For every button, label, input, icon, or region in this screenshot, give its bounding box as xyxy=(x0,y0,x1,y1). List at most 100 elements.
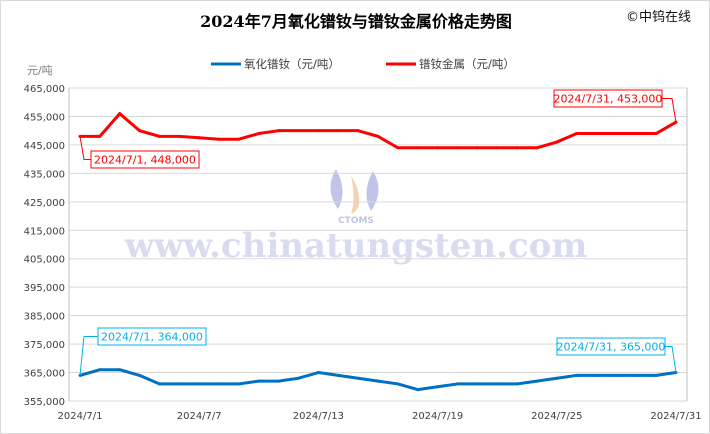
legend-label-oxide: 氧化镨钕（元/吨） xyxy=(244,57,340,71)
data-point xyxy=(277,129,281,133)
data-point xyxy=(336,129,340,133)
annotation-label: 2024/7/31, 453,000 xyxy=(554,93,663,106)
annotation-box xyxy=(553,89,663,108)
data-point xyxy=(138,129,142,133)
annotation-box xyxy=(97,327,207,346)
x-tick-label: 2024/7/25 xyxy=(531,411,582,422)
y-tick-label: 365,000 xyxy=(24,369,65,380)
data-point xyxy=(614,373,618,377)
data-point xyxy=(376,379,380,383)
copyright-text: ©中钨在线 xyxy=(626,9,691,25)
data-point xyxy=(495,382,499,386)
data-point xyxy=(177,382,181,386)
data-point xyxy=(475,146,479,150)
data-point xyxy=(157,382,161,386)
data-point xyxy=(118,368,122,372)
y-tick-label: 435,000 xyxy=(24,169,65,180)
y-tick-label: 425,000 xyxy=(24,198,65,209)
y-tick-label: 465,000 xyxy=(24,84,65,95)
data-point xyxy=(575,373,579,377)
data-point xyxy=(277,379,281,383)
data-point xyxy=(98,134,102,138)
annotation-label: 2024/7/1, 448,000 xyxy=(94,154,196,167)
data-point xyxy=(595,373,599,377)
data-point xyxy=(356,129,360,133)
y-tick-label: 455,000 xyxy=(24,112,65,123)
legend: 氧化镨钕（元/吨） 镨钕金属（元/吨） xyxy=(211,57,515,71)
series-line-1 xyxy=(80,112,677,150)
data-point xyxy=(495,146,499,150)
data-point xyxy=(157,134,161,138)
data-point xyxy=(555,376,559,380)
watermark: CTOMS www.chinatungsten.com xyxy=(124,169,588,266)
data-point xyxy=(515,382,519,386)
annotation-leader xyxy=(662,98,677,123)
data-point xyxy=(376,134,380,138)
legend-label-metal: 镨钕金属（元/吨） xyxy=(419,57,515,71)
data-point xyxy=(356,376,360,380)
data-point xyxy=(237,382,241,386)
y-tick-label: 395,000 xyxy=(24,283,65,294)
data-point xyxy=(177,134,181,138)
data-point xyxy=(316,129,320,133)
data-point xyxy=(634,132,638,136)
data-point xyxy=(197,136,201,140)
data-point xyxy=(455,382,459,386)
data-point xyxy=(535,379,539,383)
annotation-label: 2024/7/31, 365,000 xyxy=(557,341,666,354)
data-point xyxy=(316,371,320,375)
data-point xyxy=(515,146,519,150)
data-point xyxy=(535,146,539,150)
data-point xyxy=(416,388,420,392)
data-point xyxy=(336,373,340,377)
y-tick-label: 385,000 xyxy=(24,312,65,323)
annotation-leader xyxy=(79,136,91,160)
data-point xyxy=(197,382,201,386)
data-point xyxy=(416,146,420,150)
data-point xyxy=(595,132,599,136)
y-tick-label: 355,000 xyxy=(24,397,65,408)
data-point xyxy=(217,382,221,386)
data-point xyxy=(237,137,241,141)
data-point xyxy=(475,382,479,386)
data-point xyxy=(396,146,400,150)
data-point xyxy=(455,146,459,150)
data-point xyxy=(297,129,301,133)
y-tick-label: 375,000 xyxy=(24,340,65,351)
data-point xyxy=(634,373,638,377)
x-tick-label: 2024/7/13 xyxy=(293,411,344,422)
y-axis-unit: 元/吨 xyxy=(27,64,53,77)
annotation-leader xyxy=(79,336,98,376)
watermark-text: www.chinatungsten.com xyxy=(124,226,588,266)
data-point xyxy=(654,373,658,377)
data-point xyxy=(257,379,261,383)
data-point xyxy=(217,137,221,141)
data-point xyxy=(436,146,440,150)
y-tick-label: 405,000 xyxy=(24,255,65,266)
data-point xyxy=(138,373,142,377)
annotation-label: 2024/7/1, 364,000 xyxy=(101,331,203,344)
data-point xyxy=(555,140,559,144)
x-tick-label: 2024/7/31 xyxy=(650,411,701,422)
x-tick-label: 2024/7/7 xyxy=(177,411,222,422)
data-point xyxy=(297,376,301,380)
ctoms-logo: CTOMS xyxy=(330,169,379,226)
x-tick-label: 2024/7/1 xyxy=(58,411,103,422)
data-point xyxy=(396,382,400,386)
chart-title: 2024年7月氧化镨钕与镨钕金属价格走势图 xyxy=(200,12,512,31)
x-tick-label: 2024/7/19 xyxy=(412,411,463,422)
annotation-leader xyxy=(665,346,677,373)
y-tick-label: 415,000 xyxy=(24,226,65,237)
data-point xyxy=(118,112,122,116)
annotation-box xyxy=(90,150,200,169)
y-tick-label: 445,000 xyxy=(24,141,65,152)
annotation-box xyxy=(556,337,666,356)
data-point xyxy=(98,368,102,372)
data-point xyxy=(575,132,579,136)
data-point xyxy=(436,385,440,389)
data-point xyxy=(654,132,658,136)
data-point xyxy=(614,132,618,136)
data-point xyxy=(257,132,261,136)
